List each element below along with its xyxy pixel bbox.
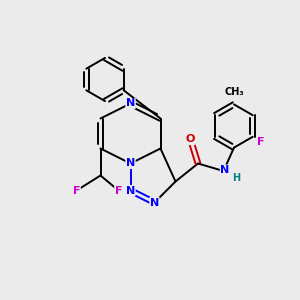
Text: N: N: [126, 158, 135, 169]
Text: N: N: [220, 165, 230, 175]
Text: CH₃: CH₃: [224, 87, 244, 97]
Text: F: F: [73, 185, 80, 196]
Text: O: O: [186, 134, 195, 145]
Text: N: N: [126, 185, 135, 196]
Text: F: F: [257, 136, 265, 147]
Text: H: H: [232, 172, 240, 183]
Text: N: N: [126, 98, 135, 109]
Text: F: F: [115, 185, 122, 196]
Text: N: N: [150, 197, 159, 208]
